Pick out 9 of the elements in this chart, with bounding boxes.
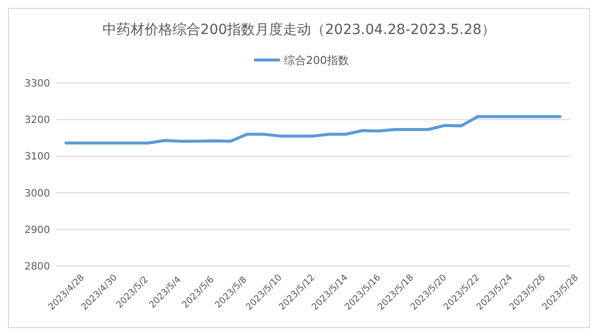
line-series	[64, 115, 562, 145]
y-tick-label: 3000	[24, 188, 50, 200]
y-tick-label: 2800	[24, 262, 50, 272]
y-tick-label: 3100	[24, 152, 50, 163]
y-tick-label: 3200	[24, 115, 50, 126]
y-tick-label: 3300	[24, 78, 50, 90]
legend-label: 综合200指数	[284, 54, 349, 67]
y-tick-label: 2900	[24, 224, 50, 236]
chart-title: 中药材价格综合200指数月度走动（2023.04.28-2023.5.28）	[102, 22, 496, 38]
